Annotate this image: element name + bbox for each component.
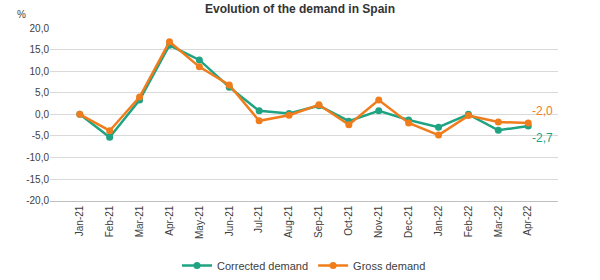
- svg-text:Feb-22: Feb-22: [463, 205, 474, 237]
- svg-text:Mar-22: Mar-22: [493, 205, 504, 237]
- svg-text:Mar-21: Mar-21: [134, 205, 145, 237]
- svg-text:10,0: 10,0: [30, 66, 50, 77]
- svg-text:Sep-21: Sep-21: [313, 205, 324, 238]
- svg-text:Apr-22: Apr-22: [522, 205, 533, 235]
- svg-text:Aug-21: Aug-21: [283, 205, 294, 238]
- svg-text:Jan-21: Jan-21: [74, 205, 85, 236]
- svg-text:May-21: May-21: [194, 205, 205, 239]
- svg-text:%: %: [17, 9, 26, 20]
- svg-text:Jun-21: Jun-21: [224, 205, 235, 236]
- svg-text:Oct-21: Oct-21: [343, 205, 354, 235]
- svg-text:Jul-21: Jul-21: [253, 205, 264, 233]
- svg-text:-2,0: -2,0: [532, 104, 553, 118]
- svg-text:0,0: 0,0: [35, 109, 49, 120]
- svg-text:Gross demand: Gross demand: [353, 260, 425, 272]
- svg-text:-10,0: -10,0: [26, 152, 49, 163]
- svg-text:Jan-22: Jan-22: [433, 205, 444, 236]
- svg-text:Nov-21: Nov-21: [373, 205, 384, 238]
- svg-text:-2,7: -2,7: [532, 131, 553, 145]
- svg-text:Dec-21: Dec-21: [403, 205, 414, 238]
- svg-text:-15,0: -15,0: [26, 174, 49, 185]
- svg-text:-5,0: -5,0: [32, 130, 50, 141]
- svg-text:Apr-21: Apr-21: [164, 205, 175, 235]
- svg-text:Evolution of the demand in Spa: Evolution of the demand in Spain: [205, 2, 395, 16]
- svg-text:-20,0: -20,0: [26, 195, 49, 206]
- svg-text:15,0: 15,0: [30, 44, 50, 55]
- svg-text:Feb-21: Feb-21: [104, 205, 115, 237]
- svg-text:20,0: 20,0: [30, 23, 50, 34]
- svg-text:5,0: 5,0: [35, 87, 49, 98]
- svg-text:Corrected demand: Corrected demand: [217, 260, 308, 272]
